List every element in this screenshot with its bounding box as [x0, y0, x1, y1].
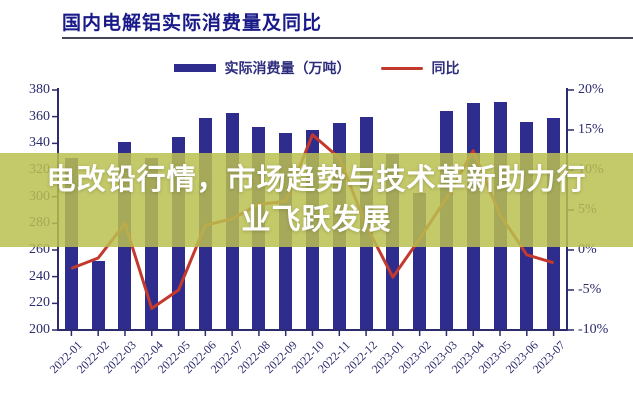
- left-y-tick-label: 200: [29, 322, 50, 337]
- headline-line-2: 业飞跃发展: [241, 204, 392, 236]
- legend-item-consumption: 实际消费量（万吨）: [173, 58, 351, 78]
- left-y-tick-label: 340: [29, 135, 50, 151]
- legend-yoy-label: 同比: [431, 60, 460, 76]
- headline-line-1: 电改铅行情，市场趋势与技术革新助力行: [46, 164, 587, 196]
- right-y-tick-label: -10%: [578, 322, 609, 337]
- legend-consumption-label: 实际消费量（万吨）: [224, 60, 351, 76]
- chart-legend: 实际消费量（万吨） 同比: [0, 58, 633, 78]
- right-y-tick-label: 20%: [578, 82, 604, 97]
- bar-swatch-icon: [173, 64, 216, 72]
- left-y-tick-label: 360: [29, 108, 50, 124]
- line-swatch-icon: [380, 66, 423, 70]
- right-y-tick-label: 15%: [578, 122, 604, 137]
- left-y-tick-label: 220: [29, 295, 50, 311]
- left-y-tick-label: 240: [29, 268, 50, 284]
- left-y-tick-label: 380: [29, 82, 50, 97]
- headline-watermark-band: 电改铅行情，市场趋势与技术革新助力行 业飞跃发展: [0, 153, 633, 247]
- legend-item-yoy: 同比: [380, 58, 460, 78]
- chart-title: 国内电解铝实际消费量及同比: [62, 13, 323, 34]
- right-y-tick-label: -5%: [578, 282, 602, 297]
- title-underline: [62, 37, 633, 39]
- yoy-line: [70, 133, 555, 310]
- consumption-bar: [91, 260, 105, 330]
